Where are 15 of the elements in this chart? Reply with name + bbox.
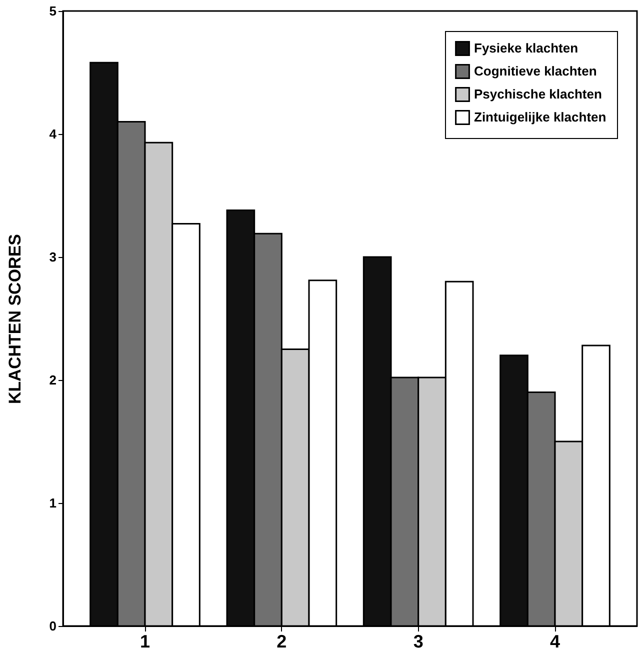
y-tick-label: 4 [49,126,58,142]
y-tick-label: 2 [49,372,56,388]
legend-label: Cognitieve klachten [474,64,597,78]
x-tick-label: 3 [413,632,424,652]
y-tick-label: 1 [49,496,56,510]
y-tick-label: 3 [49,250,56,264]
legend-label: Fysieke klachten [474,40,578,56]
legend-label: Zintuigelijke klachten [474,110,606,124]
y-axis-title: KLACHTEN SCORES [5,234,24,404]
x-tick-label: 4 [550,632,560,652]
y-tick-label: 0 [49,618,56,634]
x-tick-label: 1 [140,632,150,652]
y-tick-label: 5 [49,4,56,18]
x-tick-label: 2 [276,632,287,652]
legend-label: Psychische klachten [474,86,602,102]
